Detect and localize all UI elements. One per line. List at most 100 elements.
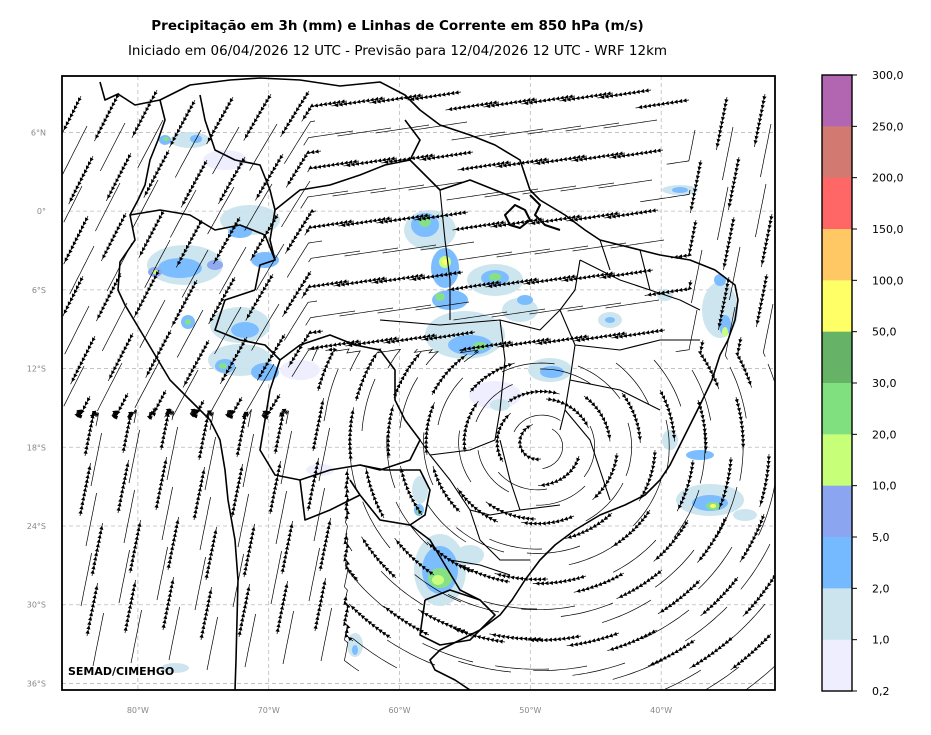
streamline [424,402,435,456]
streamline [521,514,575,526]
border-peru-brazil [214,289,281,361]
precip-patch [710,504,716,508]
streamline [399,465,423,516]
streamline [242,523,256,578]
streamline [133,269,160,318]
streamline [212,126,240,175]
lon-tick-label: 60°W [388,706,410,715]
streamline [610,239,665,249]
streamline [653,359,682,407]
streamline [387,639,436,666]
streamline [522,185,577,195]
streamline [275,580,289,635]
streamline [603,119,658,129]
streamline [145,329,172,378]
streamline [685,606,728,642]
streamline [121,411,134,454]
streamline [671,219,698,260]
streamline [280,520,294,575]
precipitation-layer [147,132,757,673]
streamline [521,605,576,611]
streamline [80,552,92,607]
streamline [349,437,358,492]
colorbar-label: 20,0 [872,428,897,441]
streamline [339,307,394,317]
streamline [427,504,467,543]
streamline [180,159,208,208]
streamline [739,426,744,481]
streamline [230,463,244,518]
streamline [74,395,91,419]
streamline [291,348,319,377]
streamline [475,384,513,423]
streamline [565,122,620,132]
streamline [665,419,670,474]
lat-tick-label: 0° [37,207,46,216]
border-colombia-venezuela [199,94,276,211]
streamline [206,616,218,671]
streamline [469,362,515,393]
streamline [346,569,386,609]
streamline [592,452,619,500]
streamline [700,576,739,617]
streamline [214,306,242,355]
streamline [209,366,237,415]
streamline [458,660,512,673]
streamline [419,150,474,162]
border-colombia-brazil [254,209,276,291]
streamline [653,519,689,562]
colorbar-label: 100,0 [872,274,904,287]
streamline [496,248,551,258]
streamline [462,400,479,453]
streamline [729,246,741,301]
streamline [62,125,88,175]
precip-patch [161,663,189,673]
streamline [204,526,218,581]
streamline [182,339,210,388]
streamline [507,389,560,403]
streamline [715,96,729,151]
precip-patch [352,645,358,655]
streamline [392,351,422,399]
streamline [189,399,205,419]
streamline [161,486,173,541]
precip-patch [605,317,615,323]
precip-patch [203,150,247,170]
streamline [536,485,586,506]
streamline [431,354,468,396]
streamline [385,404,394,459]
streamline [282,270,312,317]
streamline [414,210,469,222]
precip-patch [540,366,564,378]
streamline [527,125,582,135]
streamline [94,92,120,142]
streamline [92,612,104,667]
streamline [689,636,734,669]
streamline [342,593,354,642]
streamline [154,456,168,511]
colorbar-label: 2,0 [872,582,890,595]
streamline [407,90,462,102]
streamline [83,410,97,457]
streamline [174,129,202,178]
lat-tick-label: 18°S [27,443,46,452]
streamline [343,533,359,582]
streamline [99,122,126,172]
coastline-north [159,77,541,201]
streamline [111,392,129,420]
streamline [759,453,772,508]
streamline [611,509,651,548]
streamline [255,153,284,201]
colorbar-label: 1,0 [872,634,890,647]
streamline [249,123,278,171]
streamline [213,216,241,265]
streamline [132,179,159,228]
streamline [458,251,513,261]
streamline [666,129,696,165]
coastline-brazil [429,199,739,690]
streamline [625,422,632,477]
streamline [318,517,332,572]
streamline [286,240,323,278]
colorbar-label: 200,0 [872,172,904,185]
